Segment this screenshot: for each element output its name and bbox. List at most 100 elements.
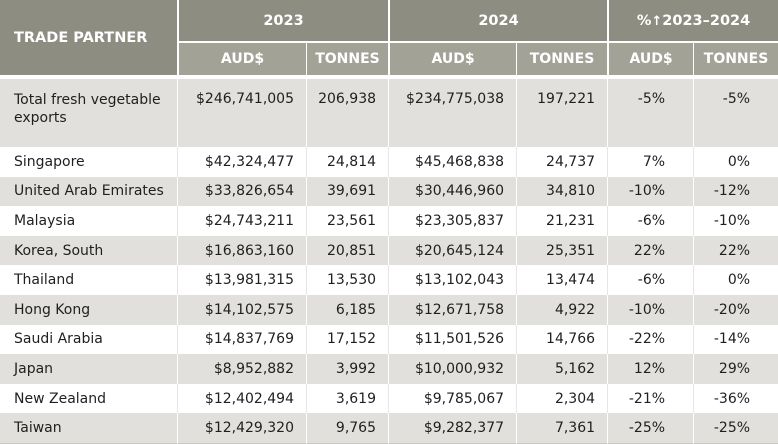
partner-cell: Taiwan bbox=[0, 413, 177, 444]
table-row: Saudi Arabia $14,837,769 17,152 $11,501,… bbox=[0, 324, 778, 355]
pct-tonnes-cell: -5% bbox=[693, 79, 778, 147]
pct-tonnes-cell: -14% bbox=[693, 324, 778, 355]
table-row: Taiwan $12,429,320 9,765 $9,282,377 7,36… bbox=[0, 413, 778, 444]
tonnes-2024-cell: 7,361 bbox=[516, 413, 608, 444]
pct-tonnes-cell: -20% bbox=[693, 294, 778, 325]
tonnes-2023-cell: 13,530 bbox=[306, 265, 389, 295]
trade-partner-header: TRADE PARTNER bbox=[0, 0, 177, 75]
aud-2023-cell: $33,826,654 bbox=[177, 176, 306, 207]
pct-tonnes-cell: -10% bbox=[693, 206, 778, 236]
aud-2024-cell: $234,775,038 bbox=[388, 79, 517, 147]
pct-aud-cell: 12% bbox=[607, 354, 694, 384]
pct-aud-cell: -22% bbox=[607, 324, 694, 355]
tonnes-2024-cell: 197,221 bbox=[516, 79, 608, 147]
table-row: Korea, South $16,863,160 20,851 $20,645,… bbox=[0, 235, 778, 266]
partner-cell: United Arab Emirates bbox=[0, 176, 177, 207]
pct-aud-cell: -6% bbox=[607, 265, 694, 295]
pct-tonnes-cell: 0% bbox=[693, 265, 778, 295]
tonnes-2023-cell: 9,765 bbox=[306, 413, 389, 444]
aud-2024-header: AUD$ bbox=[388, 43, 517, 75]
aud-2024-cell: $45,468,838 bbox=[388, 147, 517, 177]
year-2024-header: 2024 bbox=[388, 0, 608, 43]
tonnes-2023-cell: 206,938 bbox=[306, 79, 389, 147]
tonnes-2023-cell: 20,851 bbox=[306, 235, 389, 266]
aud-2024-cell: $11,501,526 bbox=[388, 324, 517, 355]
tonnes-2024-cell: 25,351 bbox=[516, 235, 608, 266]
aud-2023-cell: $246,741,005 bbox=[177, 79, 306, 147]
tonnes-2024-header: TONNES bbox=[516, 43, 608, 75]
tonnes-2024-cell: 2,304 bbox=[516, 383, 608, 414]
table-row: Total fresh vegetable exports $246,741,0… bbox=[0, 79, 778, 147]
partner-cell: Hong Kong bbox=[0, 294, 177, 325]
table-row: United Arab Emirates $33,826,654 39,691 … bbox=[0, 176, 778, 207]
change-header: %↑2023–2024 bbox=[607, 0, 778, 43]
aud-2024-cell: $30,446,960 bbox=[388, 176, 517, 207]
aud-2023-cell: $16,863,160 bbox=[177, 235, 306, 266]
table-row: Singapore $42,324,477 24,814 $45,468,838… bbox=[0, 147, 778, 177]
pct-tonnes-cell: 0% bbox=[693, 147, 778, 177]
tonnes-2024-cell: 34,810 bbox=[516, 176, 608, 207]
tonnes-2023-cell: 39,691 bbox=[306, 176, 389, 207]
partner-cell: Malaysia bbox=[0, 206, 177, 236]
tonnes-2023-cell: 6,185 bbox=[306, 294, 389, 325]
pct-aud-cell: -5% bbox=[607, 79, 694, 147]
partner-cell: Korea, South bbox=[0, 235, 177, 266]
pct-aud-cell: -10% bbox=[607, 294, 694, 325]
partner-cell: Singapore bbox=[0, 147, 177, 177]
tonnes-2023-cell: 3,619 bbox=[306, 383, 389, 414]
aud-2024-cell: $23,305,837 bbox=[388, 206, 517, 236]
tonnes-2023-cell: 23,561 bbox=[306, 206, 389, 236]
year-2023-header: 2023 bbox=[177, 0, 389, 43]
pct-tonnes-cell: 29% bbox=[693, 354, 778, 384]
tonnes-2024-cell: 24,737 bbox=[516, 147, 608, 177]
aud-2024-cell: $12,671,758 bbox=[388, 294, 517, 325]
aud-2024-cell: $9,282,377 bbox=[388, 413, 517, 444]
aud-2023-cell: $8,952,882 bbox=[177, 354, 306, 384]
table-row: Thailand $13,981,315 13,530 $13,102,043 … bbox=[0, 265, 778, 295]
aud-2023-header: AUD$ bbox=[177, 43, 306, 75]
partner-cell: New Zealand bbox=[0, 383, 177, 414]
aud-2024-cell: $10,000,932 bbox=[388, 354, 517, 384]
pct-aud-cell: -25% bbox=[607, 413, 694, 444]
table-row: New Zealand $12,402,494 3,619 $9,785,067… bbox=[0, 383, 778, 414]
aud-2023-cell: $12,429,320 bbox=[177, 413, 306, 444]
pct-tonnes-cell: 22% bbox=[693, 235, 778, 266]
aud-2023-cell: $14,837,769 bbox=[177, 324, 306, 355]
partner-cell: Saudi Arabia bbox=[0, 324, 177, 355]
partner-cell: Thailand bbox=[0, 265, 177, 295]
pct-aud-cell: 7% bbox=[607, 147, 694, 177]
tonnes-2023-cell: 17,152 bbox=[306, 324, 389, 355]
aud-2024-cell: $13,102,043 bbox=[388, 265, 517, 295]
table-row: Malaysia $24,743,211 23,561 $23,305,837 … bbox=[0, 206, 778, 236]
aud-2024-cell: $9,785,067 bbox=[388, 383, 517, 414]
pct-tonnes-cell: -36% bbox=[693, 383, 778, 414]
tonnes-2023-cell: 24,814 bbox=[306, 147, 389, 177]
aud-2023-cell: $24,743,211 bbox=[177, 206, 306, 236]
aud-2023-cell: $13,981,315 bbox=[177, 265, 306, 295]
partner-cell: Japan bbox=[0, 354, 177, 384]
pct-aud-cell: 22% bbox=[607, 235, 694, 266]
pct-aud-cell: -21% bbox=[607, 383, 694, 414]
tonnes-2024-cell: 4,922 bbox=[516, 294, 608, 325]
pct-tonnes-cell: -12% bbox=[693, 176, 778, 207]
tonnes-2023-header: TONNES bbox=[306, 43, 389, 75]
change-range: 2023–2024 bbox=[662, 12, 751, 29]
tonnes-change-header: TONNES bbox=[693, 43, 778, 75]
tonnes-2023-cell: 3,992 bbox=[306, 354, 389, 384]
tonnes-2024-cell: 21,231 bbox=[516, 206, 608, 236]
percent-sign: % bbox=[636, 12, 652, 29]
aud-2023-cell: $12,402,494 bbox=[177, 383, 306, 414]
aud-2023-cell: $14,102,575 bbox=[177, 294, 306, 325]
pct-aud-cell: -10% bbox=[607, 176, 694, 207]
aud-2024-cell: $20,645,124 bbox=[388, 235, 517, 266]
aud-change-header: AUD$ bbox=[607, 43, 694, 75]
pct-tonnes-cell: -25% bbox=[693, 413, 778, 444]
tonnes-2024-cell: 14,766 bbox=[516, 324, 608, 355]
partner-cell: Total fresh vegetable exports bbox=[0, 79, 177, 147]
table-row: Hong Kong $14,102,575 6,185 $12,671,758 … bbox=[0, 294, 778, 325]
tonnes-2024-cell: 13,474 bbox=[516, 265, 608, 295]
arrow-up-icon: ↑ bbox=[651, 13, 663, 29]
aud-2023-cell: $42,324,477 bbox=[177, 147, 306, 177]
table-row: Japan $8,952,882 3,992 $10,000,932 5,162… bbox=[0, 354, 778, 384]
